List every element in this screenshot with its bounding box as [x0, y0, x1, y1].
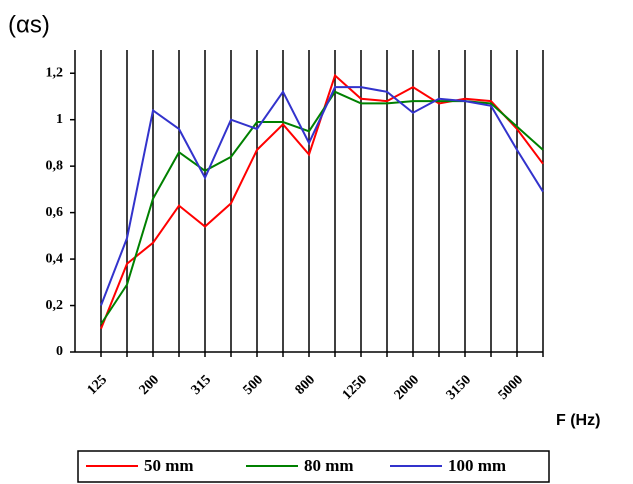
- x-tick-label: 315: [189, 372, 214, 397]
- x-tick-label: 200: [137, 372, 162, 397]
- y-tick-label: 1,2: [46, 65, 64, 80]
- x-axis-label: F (Hz): [556, 412, 600, 429]
- y-tick-label: 0: [56, 344, 63, 359]
- x-tick-label: 3150: [444, 372, 474, 402]
- legend-label: 50 mm: [144, 456, 194, 475]
- y-tick-label: 0,6: [46, 205, 64, 220]
- series-line: [100, 86, 544, 306]
- y-tick-label: 0,8: [46, 158, 64, 173]
- legend-label: 100 mm: [448, 456, 506, 475]
- y-tick-label: 0,4: [46, 251, 64, 266]
- x-tick-label: 125: [85, 372, 110, 397]
- series-line: [100, 90, 544, 325]
- y-tick-label: 0,2: [46, 298, 64, 313]
- x-tick-label: 5000: [496, 372, 526, 402]
- x-tick-label: 1250: [340, 372, 370, 402]
- legend-box: [77, 450, 550, 483]
- x-tick-label: 800: [293, 372, 318, 397]
- y-axis-label: (αs): [8, 11, 50, 38]
- x-tick-label: 500: [241, 372, 266, 397]
- legend-label: 80 mm: [304, 456, 354, 475]
- y-tick-label: 1: [56, 112, 63, 127]
- x-tick-label: 2000: [392, 372, 422, 402]
